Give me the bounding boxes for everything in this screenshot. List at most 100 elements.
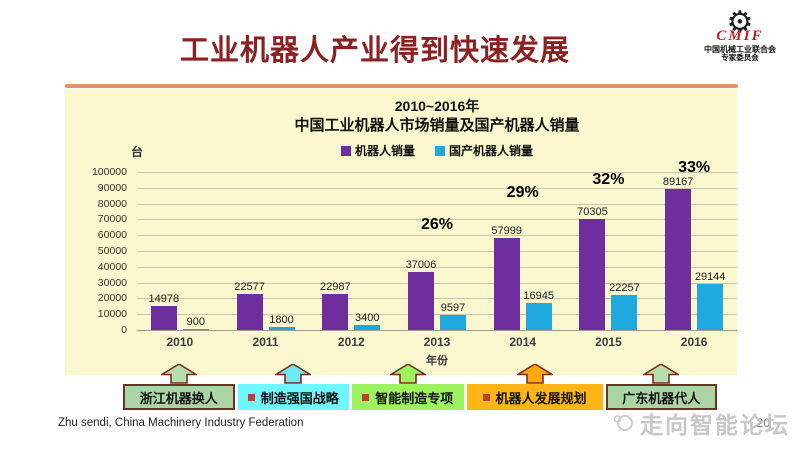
bar-value-label: 57999 bbox=[491, 225, 522, 238]
x-tick-label-2016: 2016 bbox=[680, 335, 708, 349]
up-arrow-icon bbox=[123, 364, 235, 384]
legend-label-1: 国产机器人销量 bbox=[449, 144, 534, 158]
policy-box-label: 智能制造专项 bbox=[375, 390, 454, 406]
bar-value-label: 22577 bbox=[234, 281, 265, 294]
bar-group-2014: 29% 57999 16945 2014 bbox=[480, 172, 566, 349]
gridline bbox=[137, 235, 737, 237]
x-tick-label-2012: 2012 bbox=[337, 335, 365, 349]
bar-s0-2015: 70305 bbox=[577, 206, 608, 330]
policy-item-0: 浙江机器换人 bbox=[123, 364, 235, 410]
bar-value-label: 14978 bbox=[148, 293, 180, 306]
bar-pair-2015: 70305 22257 bbox=[566, 206, 652, 330]
bar-pair-2010: 14978 900 bbox=[137, 293, 223, 330]
chart-title: 2010~2016年 bbox=[394, 98, 480, 114]
up-arrow-icon bbox=[606, 364, 718, 384]
logo-org-sub: 专家委员会 bbox=[721, 53, 759, 63]
bar-s1-2012: 3400 bbox=[354, 312, 381, 330]
growth-label-2013: 26% bbox=[420, 215, 453, 233]
y-tick-label: 0 bbox=[121, 324, 127, 336]
bar-s0-2010: 14978 bbox=[149, 293, 179, 330]
y-axis-labels: 0 10000 20000 30000 40000 50000 60000 70000 8000… bbox=[65, 166, 132, 336]
up-arrow-icon bbox=[467, 364, 603, 384]
page-number: 20 bbox=[756, 416, 770, 430]
policy-box-label: 制造强国战略 bbox=[260, 390, 339, 406]
watermark-forum-icon bbox=[613, 415, 633, 432]
bar-group-2016: 33% 89167 29144 2016 bbox=[651, 159, 737, 349]
up-arrow-icon bbox=[238, 364, 350, 384]
bar-s1-2015: 22257 bbox=[609, 282, 640, 330]
gridline bbox=[137, 266, 737, 268]
bar-pair-2012: 22987 3400 bbox=[308, 281, 394, 330]
gridline bbox=[137, 187, 737, 189]
logo-org-name: 中国机械工业联合会 bbox=[704, 44, 776, 54]
bar-s0-2013: 37006 bbox=[406, 259, 436, 330]
gridline bbox=[137, 203, 737, 205]
bullet-square-icon bbox=[482, 393, 490, 401]
policy-item-2: 智能制造专项 bbox=[352, 364, 464, 410]
y-tick-label: 70000 bbox=[97, 213, 127, 226]
bar-s1-2013: 9597 bbox=[439, 302, 466, 330]
y-axis-unit-label: 台 bbox=[131, 145, 144, 159]
policy-box-0: 浙江机器换人 bbox=[123, 384, 235, 410]
gridline bbox=[137, 172, 737, 173]
y-tick-label: 80000 bbox=[97, 197, 127, 210]
bar-group-2011: 22577 1800 2011 bbox=[223, 172, 309, 349]
policy-item-1: 制造强国战略 bbox=[237, 364, 350, 410]
policy-item-3: 机器人发展规划 bbox=[466, 364, 603, 410]
bar-value-label: 22987 bbox=[319, 280, 351, 293]
x-axis-title: 年份 bbox=[426, 355, 448, 367]
y-tick-label: 10000 bbox=[97, 308, 127, 321]
legend-label-0: 机器人销量 bbox=[354, 144, 415, 158]
legend-swatch-0 bbox=[340, 145, 351, 156]
page-title: 工业机器人产业得到快速发展 bbox=[179, 35, 570, 67]
growth-label-2015: 32% bbox=[592, 170, 625, 188]
bar-pair-2013: 37006 9597 bbox=[394, 259, 480, 330]
growth-label-2016: 33% bbox=[678, 159, 711, 177]
y-tick-label: 30000 bbox=[97, 276, 127, 289]
policy-box-1: 制造强国战略 bbox=[237, 384, 349, 410]
gridline bbox=[137, 298, 737, 300]
up-arrow-icon bbox=[352, 364, 464, 384]
bar-s1-2016: 29144 bbox=[695, 271, 725, 330]
gridline bbox=[137, 219, 737, 221]
gridline bbox=[137, 314, 737, 316]
bar-value-label: 70305 bbox=[577, 205, 608, 218]
bar-value-label: 900 bbox=[186, 315, 206, 328]
watermark: 走向智能论坛 bbox=[613, 406, 790, 440]
x-tick-label-2010: 2010 bbox=[166, 335, 194, 349]
bar-value-label: 16945 bbox=[523, 290, 554, 303]
policy-box-3: 机器人发展规划 bbox=[466, 384, 603, 410]
bar-group-2010: 14978 900 2010 bbox=[137, 172, 223, 349]
policy-box-label: 机器人发展规划 bbox=[495, 390, 587, 406]
bar-s0-2011: 22577 bbox=[234, 281, 265, 330]
policy-box-label: 浙江机器换人 bbox=[139, 390, 218, 406]
chart-panel: 2010~2016年 中国工业机器人市场销量及国产机器人销量 台 机器人销量 国产… bbox=[65, 89, 737, 375]
x-tick-label-2013: 2013 bbox=[423, 335, 451, 349]
bar-group-2012: 22987 3400 2012 bbox=[308, 172, 394, 349]
policy-box-4: 广东机器代人 bbox=[605, 384, 718, 410]
bar-value-label: 37006 bbox=[405, 258, 437, 271]
legend-item-0: 机器人销量 bbox=[340, 142, 415, 159]
policy-item-4: 广东机器代人 bbox=[605, 364, 718, 410]
bullet-square-icon bbox=[247, 393, 255, 401]
growth-label-2014: 29% bbox=[506, 184, 539, 202]
bar-group-2015: 32% 70305 22257 2015 bbox=[566, 171, 652, 349]
y-tick-label: 50000 bbox=[97, 245, 127, 257]
bar-value-label: 9597 bbox=[440, 301, 466, 314]
bar-s1-2011: 1800 bbox=[268, 314, 295, 330]
x-tick-label-2015: 2015 bbox=[595, 335, 622, 349]
bar-value-label: 29144 bbox=[694, 270, 726, 283]
policy-box-label: 广东机器代人 bbox=[622, 390, 701, 406]
y-tick-label: 20000 bbox=[97, 292, 127, 305]
title-divider bbox=[65, 84, 738, 88]
chart-legend: 机器人销量 国产机器人销量 bbox=[137, 142, 737, 159]
chart-subtitle: 中国工业机器人市场销量及国产机器人销量 bbox=[294, 117, 580, 134]
y-tick-label: 90000 bbox=[97, 181, 127, 194]
legend-swatch-1 bbox=[435, 145, 445, 156]
y-tick-label: 40000 bbox=[97, 260, 127, 273]
policy-row: 浙江机器换人 制造强国战略 智能制造专项 机器人发展规划 广东机器代人 bbox=[123, 364, 718, 410]
gridline bbox=[137, 251, 737, 252]
y-tick-label: 60000 bbox=[97, 229, 127, 242]
y-tick-label: 100000 bbox=[91, 166, 127, 178]
legend-item-1: 国产机器人销量 bbox=[435, 142, 533, 159]
